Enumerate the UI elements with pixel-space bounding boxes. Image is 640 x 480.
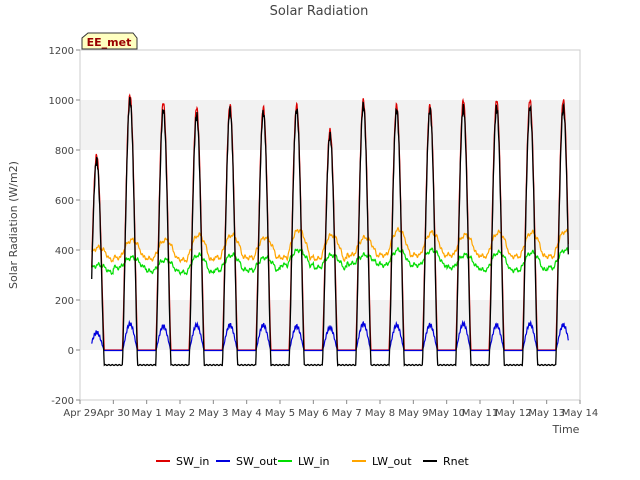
y-tick-label: 1200: [49, 46, 74, 57]
series-line-lw-in: [91, 246, 569, 277]
x-tick-label: May 1: [132, 408, 162, 419]
grid-bands: [80, 100, 580, 350]
x-tick-label: Apr 29: [63, 408, 96, 419]
legend-label: SW_out: [236, 455, 278, 468]
chart-title: Solar Radiation: [270, 4, 369, 19]
x-tick-label: May 4: [232, 408, 262, 419]
y-axis-label: Solar Radiation (W/m2): [7, 161, 20, 289]
x-tick-label: May 7: [332, 408, 362, 419]
legend-label: SW_in: [176, 455, 209, 468]
grid-band: [80, 200, 580, 250]
plot-area-border: [79, 49, 581, 401]
x-axis-label: Time: [552, 423, 580, 436]
y-tick-label: 200: [55, 296, 74, 307]
y-tick-label: 400: [55, 246, 74, 257]
grid-band: [80, 100, 580, 150]
grid-band: [80, 300, 580, 350]
y-tick-label: 0: [68, 346, 74, 357]
x-tick-label: May 13: [528, 408, 565, 419]
legend: SW_in SW_out LW_in LW_out Rnet: [156, 455, 469, 468]
legend-label: Rnet: [443, 455, 469, 468]
x-tick-label: May 12: [495, 408, 532, 419]
y-tick-label: -200: [51, 396, 74, 407]
x-tick-label: May 11: [462, 408, 499, 419]
station-label-box: EE_met: [81, 32, 138, 50]
x-tick-label: May 9: [398, 408, 428, 419]
y-tick-label: 600: [55, 196, 74, 207]
y-tick-label: 1000: [49, 96, 74, 107]
x-tick-label: May 5: [265, 408, 295, 419]
x-tick-label: May 14: [562, 408, 599, 419]
legend-label: LW_out: [372, 455, 412, 468]
x-tick-label: May 6: [298, 408, 328, 419]
series-line-lw-out: [91, 226, 569, 264]
series-line-rnet: [91, 97, 569, 367]
station-label: EE_met: [87, 36, 132, 49]
x-tick-label: May 10: [428, 408, 465, 419]
x-axis-ticks: Apr 29 Apr 30 May 1 May 2 May 3 May 4 May 5 May…: [63, 400, 598, 419]
y-tick-label: 800: [55, 146, 74, 157]
x-tick-label: May 8: [365, 408, 395, 419]
series-lines: [91, 93, 569, 367]
legend-label: LW_in: [298, 455, 330, 468]
x-tick-label: May 3: [198, 408, 228, 419]
x-tick-label: Apr 30: [97, 408, 130, 419]
x-tick-label: May 2: [165, 408, 195, 419]
y-axis-ticks: -200 0 200 400 600 800 1000 1200: [49, 46, 80, 407]
